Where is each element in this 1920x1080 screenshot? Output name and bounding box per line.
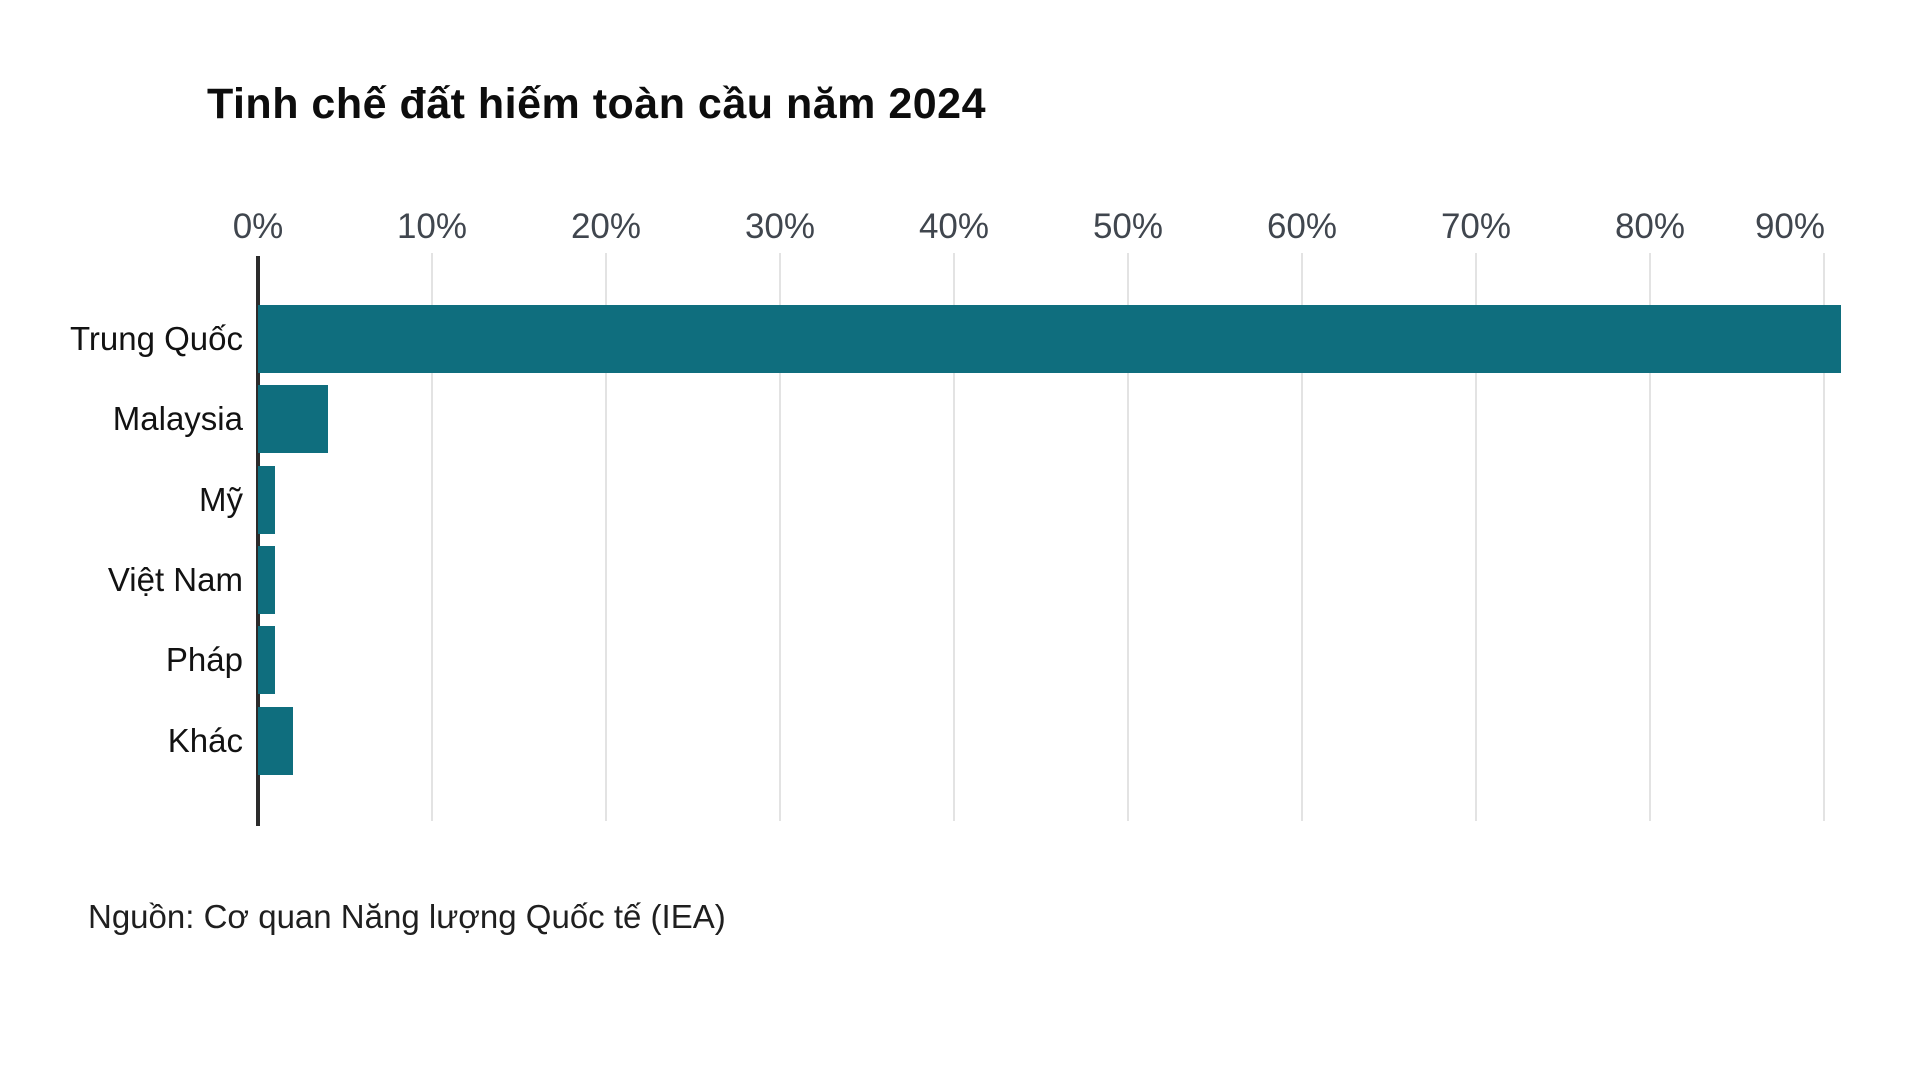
gridline <box>779 253 781 821</box>
x-tick-label: 50% <box>1092 207 1164 246</box>
gridline <box>953 253 955 821</box>
x-tick-label: 70% <box>1440 207 1512 246</box>
gridline <box>1823 253 1825 821</box>
category-label: Malaysia <box>112 400 243 438</box>
bar-mỹ <box>258 465 276 534</box>
x-tick-label: 40% <box>918 207 990 246</box>
source-note: Nguồn: Cơ quan Năng lượng Quốc tế (IEA) <box>88 898 726 935</box>
bar-malaysia <box>258 385 328 454</box>
category-label: Mỹ <box>199 480 243 518</box>
gridline <box>1475 253 1477 821</box>
x-tick-label: 80% <box>1614 207 1686 246</box>
category-label: Việt Nam <box>107 560 243 598</box>
category-label: Khác <box>167 721 243 759</box>
gridline <box>1127 253 1129 821</box>
bar-trung-quốc <box>258 305 1842 373</box>
gridline <box>1649 253 1651 821</box>
gridline <box>1301 253 1303 821</box>
zero-axis-line <box>256 256 260 826</box>
bar-việt-nam <box>258 545 276 614</box>
category-label: Pháp <box>165 641 243 679</box>
chart-title: Tinh chế đất hiếm toàn cầu năm 2024 <box>207 80 986 128</box>
gridline <box>605 253 607 821</box>
bar-pháp <box>258 626 276 695</box>
x-tick-label: 90% <box>1754 207 1826 246</box>
gridline <box>431 253 433 821</box>
category-label: Trung Quốc <box>69 320 243 357</box>
x-tick-label: 60% <box>1266 207 1338 246</box>
x-tick-label: 10% <box>396 207 468 246</box>
x-tick-label: 30% <box>744 207 816 246</box>
x-tick-label: 0% <box>232 207 284 246</box>
bar-khác <box>258 706 293 775</box>
x-tick-label: 20% <box>570 207 642 246</box>
